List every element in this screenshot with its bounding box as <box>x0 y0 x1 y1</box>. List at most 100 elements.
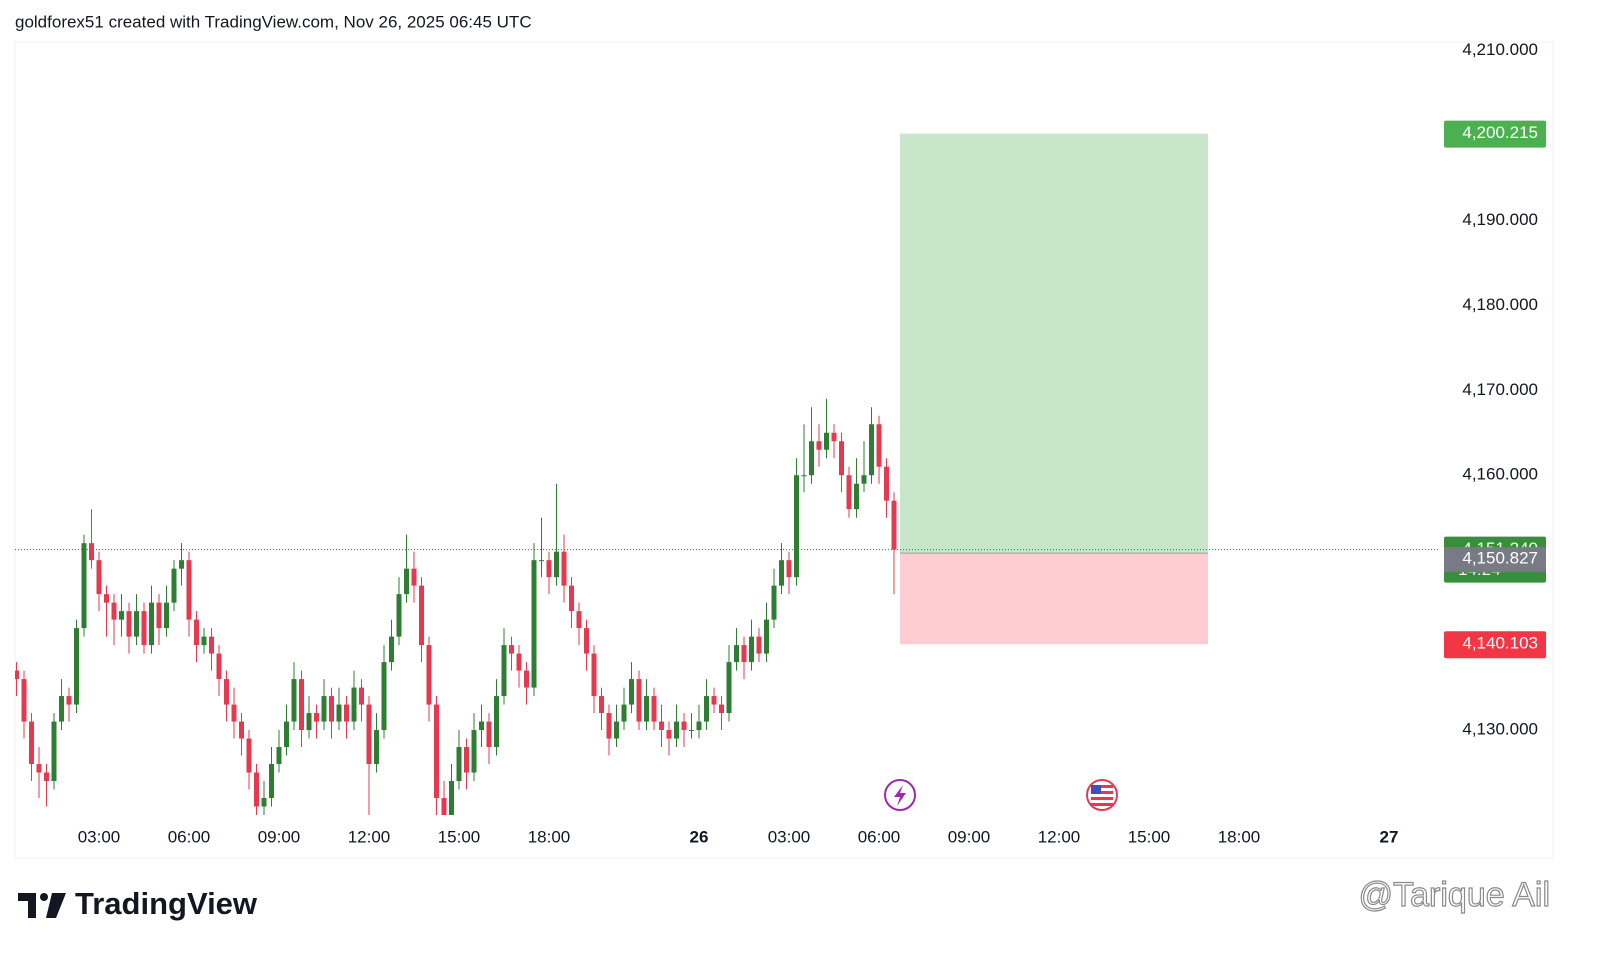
us-flag <box>1091 785 1113 806</box>
candle-body <box>554 551 559 578</box>
candle-body <box>824 432 829 450</box>
x-tick-label: 15:00 <box>438 827 481 846</box>
candle-body <box>119 611 124 620</box>
candle-body <box>344 704 349 722</box>
candle-body <box>756 636 762 654</box>
candle-body <box>126 611 132 637</box>
candle-body <box>726 662 732 714</box>
candle-body <box>501 645 507 697</box>
candle-body <box>741 645 747 663</box>
entry-label: 4,150.827 <box>1462 549 1538 568</box>
x-tick-label: 03:00 <box>768 827 811 846</box>
candle-body <box>149 602 154 646</box>
header: goldforex51 created with TradingView.com… <box>15 12 532 31</box>
x-tick-label: 12:00 <box>348 827 391 846</box>
candle-body <box>419 585 424 646</box>
candle-body <box>494 696 499 748</box>
candle-body <box>854 483 859 510</box>
candle-body <box>276 747 282 765</box>
x-tick-label: 06:00 <box>858 827 901 846</box>
candle-body <box>831 432 837 442</box>
candle-body <box>606 713 612 739</box>
brand-logo: TradingView <box>18 886 258 921</box>
candle-body <box>396 594 402 637</box>
candle-body <box>216 653 222 680</box>
candle-body <box>321 696 327 722</box>
x-tick-label: 06:00 <box>168 827 211 846</box>
stop-zone <box>900 553 1208 645</box>
brand: TradingView <box>75 886 258 921</box>
y-tick-label: 4,130.000 <box>1462 720 1538 739</box>
target-zone <box>900 133 1208 554</box>
event-icons <box>884 779 1118 811</box>
x-tick-label: 15:00 <box>1128 827 1171 846</box>
x-tick-label: 12:00 <box>1038 827 1081 846</box>
candle-body <box>479 721 484 731</box>
candle-body <box>621 704 627 722</box>
candle-body <box>359 687 364 705</box>
candle-body <box>299 679 304 731</box>
lightning <box>894 785 906 806</box>
candle-body <box>426 645 432 705</box>
candle-body <box>644 696 649 722</box>
candle-body <box>546 560 552 578</box>
candle-body <box>21 679 27 722</box>
x-tick-label: 18:00 <box>1218 827 1261 846</box>
entry-label-bg <box>1444 547 1546 573</box>
candle-body <box>179 560 184 569</box>
candle-body <box>636 679 642 722</box>
candle-body <box>224 679 229 705</box>
candle-body <box>351 687 357 722</box>
candle-body <box>794 475 799 578</box>
candle-body <box>779 560 784 586</box>
candle-body <box>434 704 439 799</box>
candle-body <box>516 653 522 671</box>
candle-body <box>876 424 882 467</box>
candle-body <box>314 713 319 722</box>
candle-body <box>711 696 717 705</box>
y-tick-label: 4,210.000 <box>1462 40 1538 59</box>
candle-body <box>291 679 297 722</box>
candle-body <box>194 619 199 646</box>
candle-body <box>869 424 874 476</box>
candle-body <box>239 721 244 739</box>
candle-body <box>786 560 792 578</box>
candle-body <box>209 636 214 654</box>
candle-body <box>104 594 109 603</box>
candle-body <box>404 568 409 595</box>
candle-body <box>524 670 529 688</box>
candle-body <box>689 730 694 732</box>
stop-label-bg <box>1444 631 1546 659</box>
candle-body <box>336 704 342 722</box>
candle-body <box>201 636 207 646</box>
target-label: 4,200.215 <box>1462 123 1538 142</box>
candle-body <box>59 696 64 722</box>
candle-body <box>561 551 567 586</box>
candle-body <box>839 441 844 476</box>
candle-body <box>306 713 312 731</box>
candle-body <box>614 721 619 739</box>
candle-body <box>231 704 237 722</box>
candle-body <box>629 679 634 705</box>
candle-body <box>134 611 139 637</box>
candle-body <box>15 670 19 680</box>
candle-body <box>569 585 574 612</box>
candle-body <box>771 585 777 620</box>
candle-body <box>29 721 34 765</box>
candle-body <box>666 730 672 739</box>
candle-body <box>681 721 687 731</box>
candle-body <box>576 611 582 629</box>
candle-body <box>171 568 177 603</box>
candle-body <box>884 466 889 501</box>
x-tick-label: 26 <box>690 827 709 846</box>
candle-body <box>861 475 867 484</box>
candle-body <box>411 568 417 586</box>
candle-body <box>449 781 454 815</box>
candle-body <box>531 560 537 688</box>
target-label-bg <box>1444 120 1546 148</box>
x-tick-label: 09:00 <box>258 827 301 846</box>
candle-body <box>816 441 822 450</box>
candle-body <box>96 560 102 595</box>
candle-body <box>89 543 94 561</box>
